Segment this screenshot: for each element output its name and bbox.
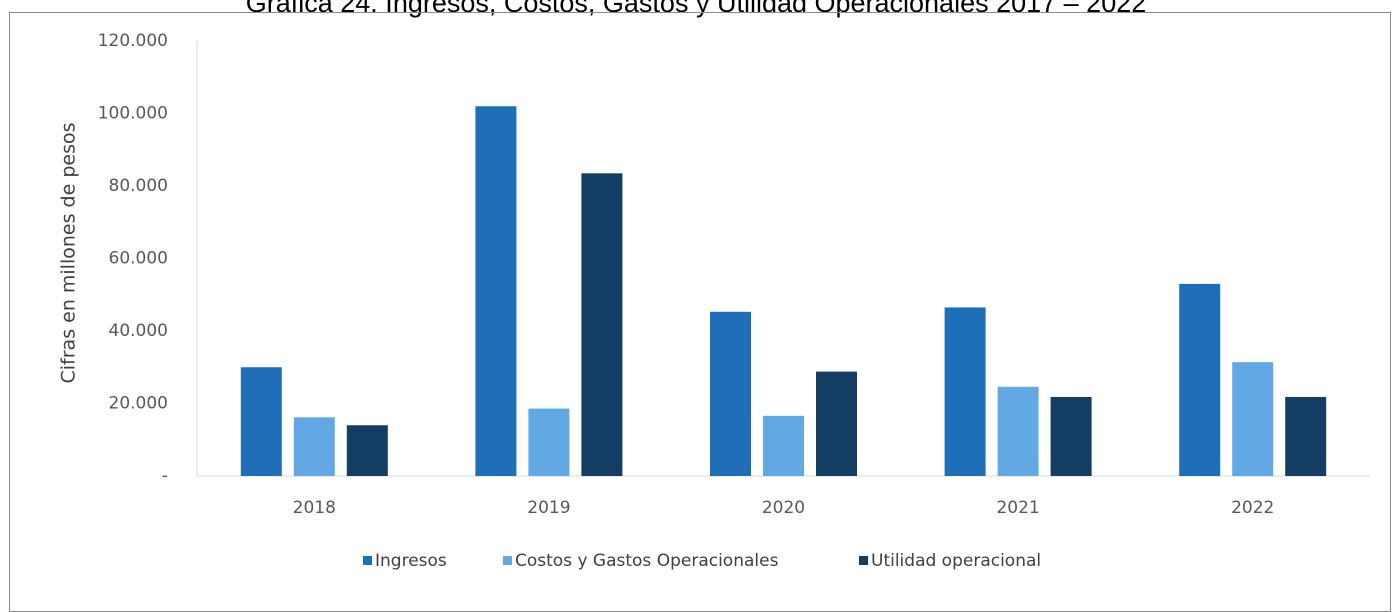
- y-tick-label: 60.000: [109, 249, 168, 269]
- bar: [1285, 396, 1327, 476]
- x-tick-labels: 2018 2019 2020 2021 2022: [293, 498, 1275, 518]
- bar: [346, 425, 388, 476]
- bar: [944, 307, 986, 476]
- bar: [763, 415, 804, 476]
- bar: [293, 417, 335, 476]
- bar: [997, 386, 1039, 476]
- legend-swatch: [859, 556, 868, 565]
- legend-label: Utilidad operacional: [871, 551, 1041, 571]
- legend: Ingresos Costos y Gastos Operacionales Uti…: [363, 551, 1041, 571]
- bar: [528, 408, 570, 476]
- bar: [475, 106, 517, 476]
- legend-swatch: [503, 556, 512, 565]
- chart-title: Gráfica 24. Ingresos, Costos, Gastos y U…: [245, 0, 1147, 18]
- y-tick-label: 80.000: [109, 176, 168, 196]
- x-tick-label: 2018: [293, 498, 336, 518]
- y-tick-label: 120.000: [98, 31, 168, 51]
- y-tick-label: 40.000: [109, 321, 168, 341]
- bar: [1050, 396, 1092, 476]
- x-tick-label: 2020: [762, 498, 805, 518]
- legend-label: Costos y Gastos Operacionales: [515, 551, 779, 571]
- y-tick-label: 100.000: [98, 104, 168, 124]
- legend-label: Ingresos: [375, 551, 447, 571]
- y-tick-labels: - 20.000 40.000 60.000 80.000 100.000 120.000: [98, 31, 168, 486]
- x-tick-label: 2022: [1231, 498, 1274, 518]
- bar-chart: 2018 2019 2020 2021 2022 - 20.000 40.000 60.000…: [58, 31, 1370, 571]
- bar: [710, 311, 751, 476]
- bar: [816, 371, 857, 476]
- bar: [581, 173, 623, 476]
- y-tick-label: -: [162, 466, 168, 486]
- bar: [240, 367, 282, 476]
- x-tick-label: 2019: [527, 498, 570, 518]
- x-tick-label: 2021: [996, 498, 1039, 518]
- bars: [240, 106, 1327, 476]
- bar: [1232, 362, 1274, 476]
- y-axis-label: Cifras en millones de pesos: [58, 123, 80, 384]
- bar: [1179, 283, 1221, 476]
- legend-swatch: [363, 556, 372, 565]
- y-tick-label: 20.000: [109, 394, 168, 414]
